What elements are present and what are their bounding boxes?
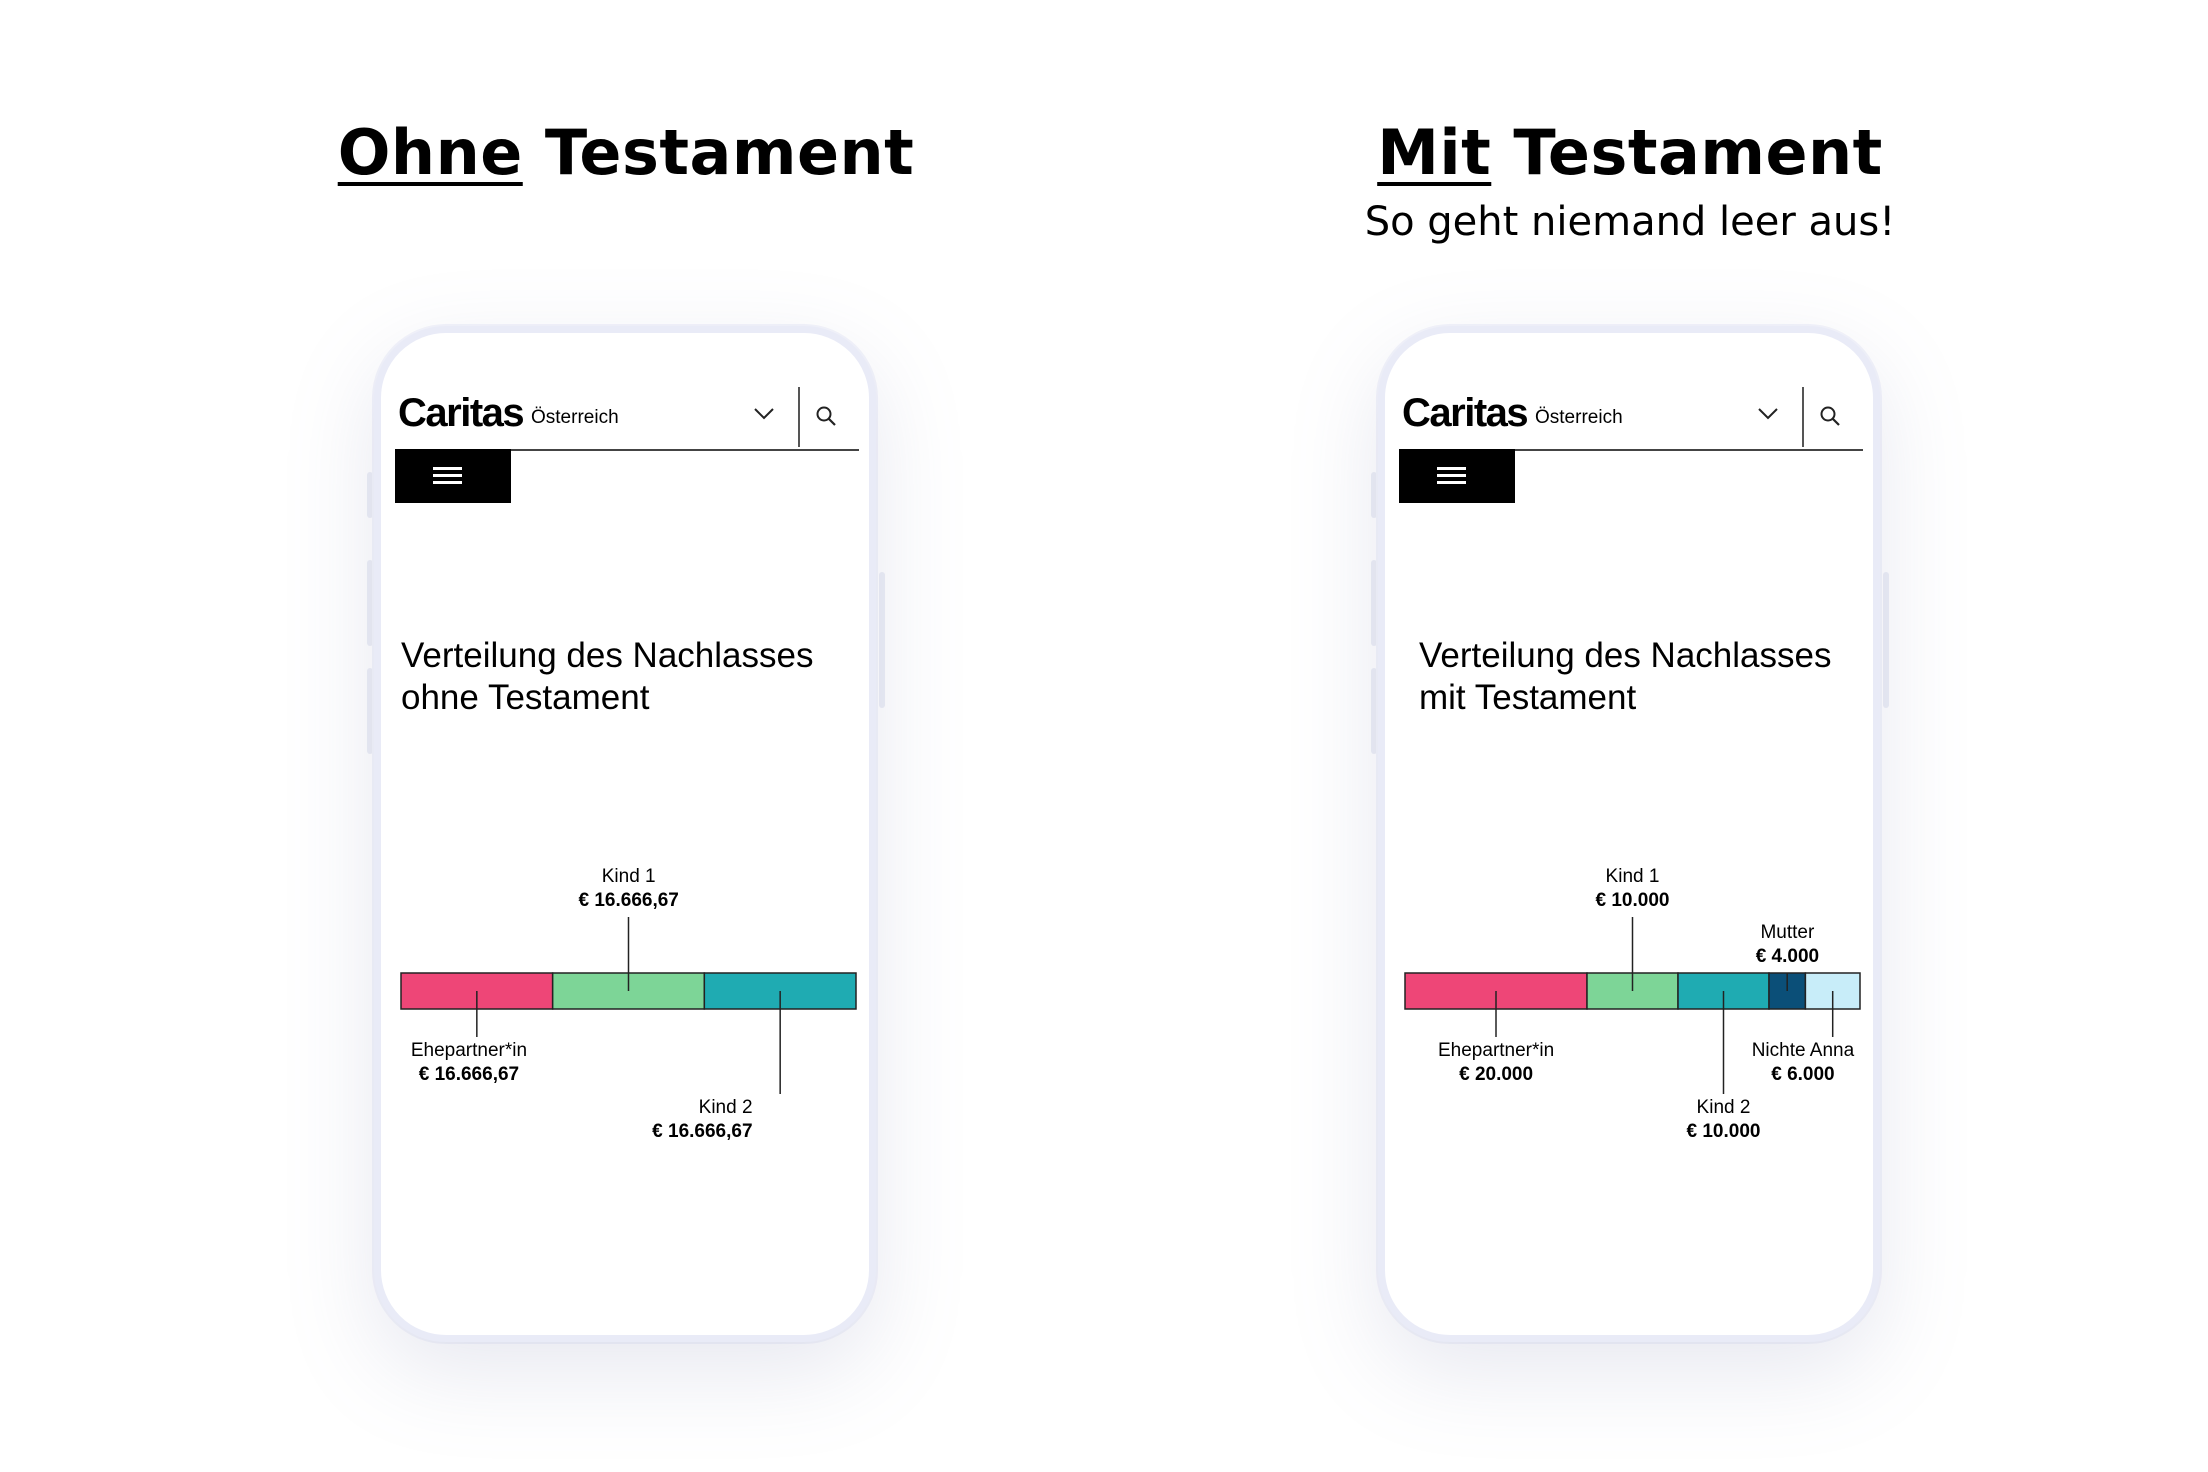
segment-value: € 6.000 xyxy=(1771,1064,1835,1085)
right-title: Mit Testament xyxy=(1130,122,2130,184)
logo-subtitle: Österreich xyxy=(1535,407,1623,428)
segment-value: € 10.000 xyxy=(1686,1121,1761,1142)
segment-value: € 4.000 xyxy=(1755,946,1820,967)
right-title-rest: Testament xyxy=(1491,116,1883,189)
hamburger-line xyxy=(433,474,462,477)
segment-value: € 10.000 xyxy=(1595,890,1670,911)
logo[interactable]: Caritas xyxy=(1402,391,1529,435)
menu-button[interactable] xyxy=(1399,449,1515,503)
phone-right: Caritas Österreich Verteilung des Nachla… xyxy=(1378,326,1880,1342)
heading-line-2: ohne Testament xyxy=(401,678,650,717)
segment-name: Ehepartner*in xyxy=(1438,1040,1555,1061)
phone-side-button xyxy=(1371,472,1377,518)
segment-name: Mutter xyxy=(1760,922,1815,943)
segment-name: Kind 1 xyxy=(1605,866,1660,887)
right-title-underlined: Mit xyxy=(1377,116,1492,189)
segment-label: Kind 2 € 10.000 xyxy=(1687,1096,1761,1144)
segment-label: Nichte Anna € 6.000 xyxy=(1752,1039,1854,1087)
left-title-rest: Testament xyxy=(522,116,915,189)
chart-heading: Verteilung des Nachlasses ohne Testament xyxy=(401,635,813,719)
chevron-down-icon[interactable] xyxy=(1757,407,1779,421)
left-title-underlined: Ohne xyxy=(337,116,523,189)
hamburger-menu-icon xyxy=(1437,467,1466,470)
heading-line-1: Verteilung des Nachlasses xyxy=(1419,636,1832,675)
header-divider xyxy=(1802,387,1804,447)
search-icon[interactable] xyxy=(815,405,837,427)
segment-label: Ehepartner*in € 16.666,67 xyxy=(411,1039,527,1087)
hamburger-menu-icon xyxy=(433,467,462,470)
logo-subtitle: Österreich xyxy=(531,407,619,428)
segment-label: Ehepartner*in € 20.000 xyxy=(1438,1039,1554,1087)
segment-label: Kind 1 € 16.666,67 xyxy=(579,865,679,913)
site-header: Caritas Österreich xyxy=(1399,385,1863,451)
hamburger-line xyxy=(1437,474,1466,477)
segment-value: € 20.000 xyxy=(1459,1064,1534,1085)
phone-side-button xyxy=(367,560,373,646)
segment-value: € 16.666,67 xyxy=(418,1064,520,1085)
site-header: Caritas Österreich xyxy=(395,385,859,451)
phone-side-button xyxy=(367,472,373,518)
heading-line-2: mit Testament xyxy=(1419,678,1637,717)
phone-left: Caritas Österreich Verteilung des Nachla… xyxy=(374,326,876,1342)
right-subtitle: So geht niemand leer aus! xyxy=(1364,199,1896,245)
search-icon[interactable] xyxy=(1819,405,1841,427)
header-divider xyxy=(798,387,800,447)
hamburger-line xyxy=(1437,481,1466,484)
segment-label: Kind 2 € 16.666,67 xyxy=(652,1096,752,1144)
segment-label: Mutter € 4.000 xyxy=(1756,921,1819,969)
logo[interactable]: Caritas xyxy=(398,391,525,435)
phone-side-button xyxy=(1371,560,1377,646)
segment-name: Ehepartner*in xyxy=(410,1040,528,1061)
distribution-chart: Ehepartner*in € 20.000 Kind 1 € 10.000 Kind … xyxy=(1399,803,1873,1163)
segment-value: € 16.666,67 xyxy=(652,1121,753,1142)
segment-name: Kind 2 xyxy=(698,1097,753,1118)
chevron-down-icon[interactable] xyxy=(753,407,775,421)
phone-side-button xyxy=(879,572,885,708)
segment-name: Kind 1 xyxy=(601,866,656,887)
phone-side-button xyxy=(367,668,373,754)
left-title: Ohne Testament xyxy=(126,122,1126,184)
distribution-chart: Ehepartner*in € 16.666,67 Kind 1 € 16.666,6… xyxy=(395,803,869,1163)
heading-line-1: Verteilung des Nachlasses xyxy=(401,636,814,675)
chart-svg xyxy=(1404,917,1861,1094)
phone-side-button xyxy=(1883,572,1889,708)
segment-label: Kind 1 € 10.000 xyxy=(1596,865,1670,913)
hamburger-line xyxy=(433,481,462,484)
segment-value: € 16.666,67 xyxy=(578,890,679,911)
segment-name: Nichte Anna xyxy=(1751,1040,1855,1061)
phone-side-button xyxy=(1371,668,1377,754)
chart-heading: Verteilung des Nachlasses mit Testament xyxy=(1419,635,1831,719)
chart-svg xyxy=(400,917,857,1094)
menu-button[interactable] xyxy=(395,449,511,503)
segment-name: Kind 2 xyxy=(1696,1097,1751,1118)
